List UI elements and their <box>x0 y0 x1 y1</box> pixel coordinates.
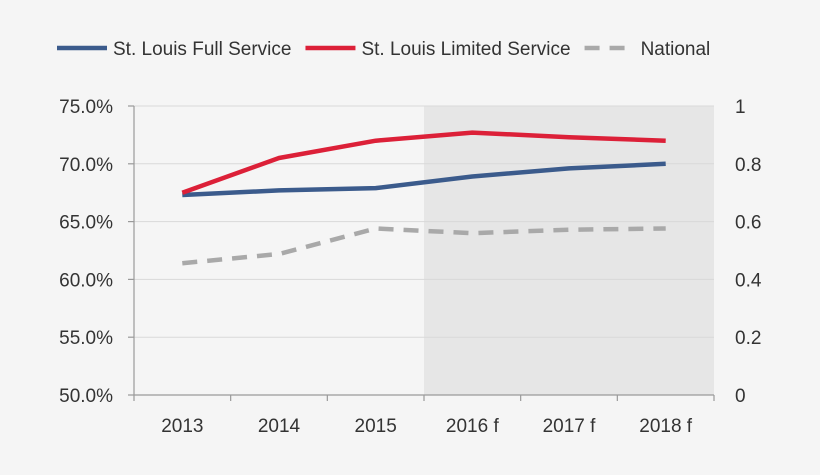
legend-label: National <box>641 39 711 60</box>
right-axis-tick-label: 0.4 <box>735 270 762 291</box>
x-axis-tick-label: 2014 <box>258 416 301 437</box>
x-axis-tick-label: 2017 f <box>543 416 597 437</box>
left-axis-tick-label: 70.0% <box>59 155 113 176</box>
legend-label: St. Louis Limited Service <box>361 39 570 60</box>
left-axis-tick-label: 50.0% <box>59 386 113 407</box>
legend-item: St. Louis Limited Service <box>305 39 571 60</box>
series-line-st-louis-limited-service <box>181 130 666 195</box>
x-axis-tick-label: 2015 <box>355 416 397 437</box>
x-axis-tick-label: 2018 f <box>639 416 693 437</box>
left-axis-ticks: 50.0% 55.0% 60.0% 65.0% 70.0% 75.0% <box>59 97 113 407</box>
legend-item: National <box>584 39 711 60</box>
legend-label: St. Louis Full Service <box>113 39 291 60</box>
x-axis-tick-label: 2016 f <box>446 416 500 437</box>
series-line-st-louis-full-service <box>182 161 666 198</box>
x-axis-tick-label: 2013 <box>161 416 203 437</box>
right-axis-tick-label: 0.6 <box>735 213 761 234</box>
forecast-shaded-region <box>424 106 714 395</box>
left-axis-tick-label: 65.0% <box>59 213 113 234</box>
left-axis-tick-label: 60.0% <box>59 270 113 291</box>
left-axis-tick-label: 75.0% <box>59 97 113 118</box>
chart-background <box>424 106 714 395</box>
left-axis-tick-label: 55.0% <box>59 328 113 349</box>
series-line-national <box>182 226 666 266</box>
right-axis-tick-label: 1 <box>735 97 746 118</box>
series-lines <box>181 130 666 266</box>
gridlines <box>134 105 714 338</box>
right-axis-tick-label: 0.2 <box>735 328 761 349</box>
axes <box>128 105 715 401</box>
right-axis-ticks: 0 0.2 0.4 0.6 0.8 1 <box>735 97 762 407</box>
right-axis-tick-label: 0 <box>735 386 746 407</box>
legend-item: St. Louis Full Service <box>57 39 291 60</box>
right-axis-tick-label: 0.8 <box>735 155 761 176</box>
legend: St. Louis Full Service St. Louis Limited … <box>57 39 710 60</box>
x-axis-ticks: 2013 2014 2015 2016 f 2017 f 2018 f <box>161 416 693 437</box>
